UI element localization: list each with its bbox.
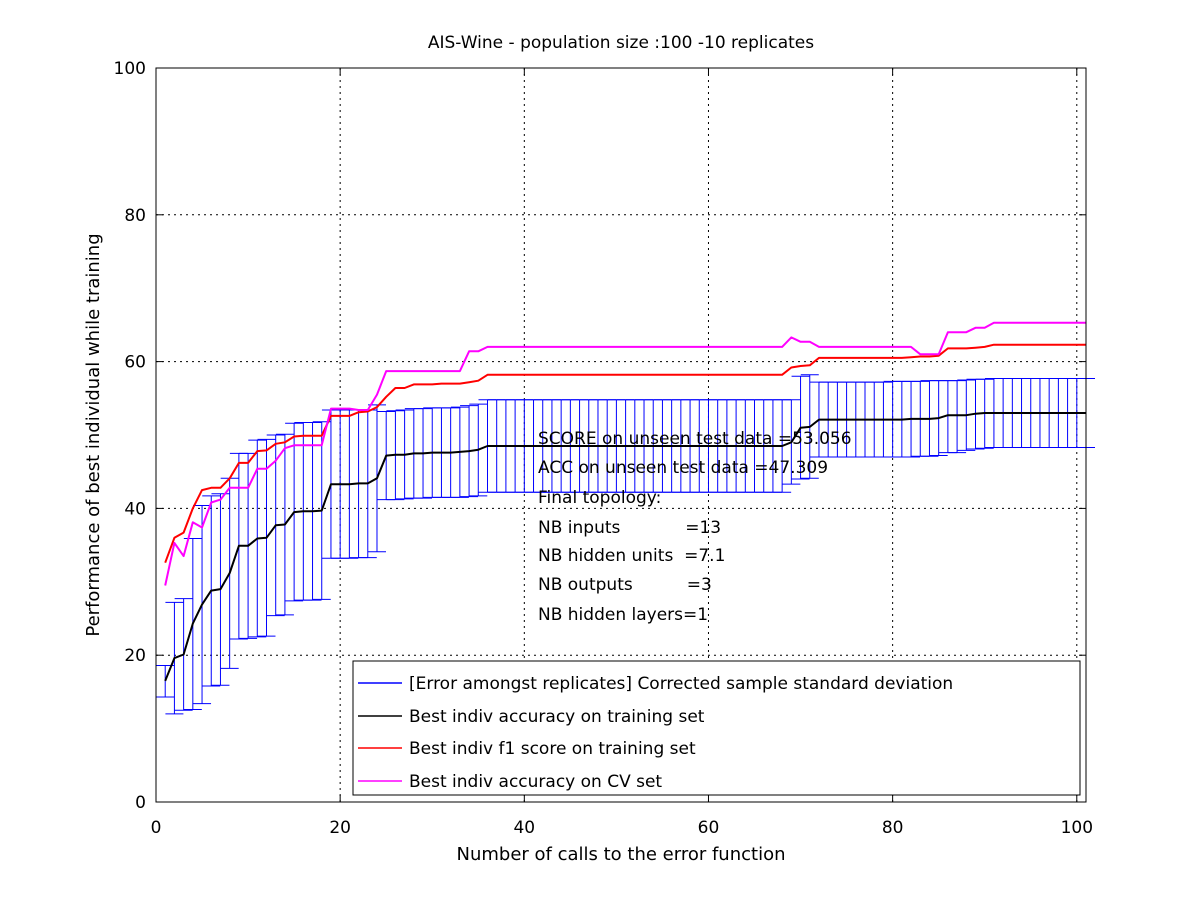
x-tick-label: 60 [698, 818, 720, 838]
x-tick-label: 40 [513, 818, 535, 838]
legend-entry: [Error amongst replicates] Corrected sam… [409, 674, 953, 694]
x-tick-label: 20 [329, 818, 351, 838]
annotation-block: SCORE on unseen test data =53.056 ACC on … [538, 429, 852, 625]
legend-entry: Best indiv accuracy on CV set [409, 772, 662, 792]
annotation-line: NB outputs =3 [538, 575, 712, 595]
legend: [Error amongst replicates] Corrected sam… [352, 660, 1081, 796]
series-line-1 [164, 412, 1086, 682]
x-tick-label: 80 [882, 818, 904, 838]
y-tick-label: 80 [124, 206, 146, 226]
annotation-line: NB hidden units =7.1 [538, 546, 725, 566]
annotation-line: SCORE on unseen test data =53.056 [538, 429, 852, 449]
chart-title: AIS-Wine - population size :100 -10 repl… [428, 33, 814, 53]
x-tick-label: 100 [1061, 818, 1093, 838]
error-bar [948, 380, 967, 454]
series-lines [164, 321, 1086, 682]
legend-entry: Best indiv f1 score on training set [409, 739, 696, 759]
annotation-line: Final topology: [538, 488, 661, 508]
plot-frame [155, 67, 1087, 803]
y-tick-label: 0 [135, 793, 146, 813]
y-tick-label: 40 [124, 499, 146, 519]
annotation-line: NB hidden layers=1 [538, 605, 708, 625]
y-tick-label: 100 [114, 59, 146, 79]
y-tick-label: 60 [124, 353, 146, 373]
annotation-line: NB inputs =13 [538, 518, 721, 538]
y-tick-label: 20 [124, 646, 146, 666]
y-axis-label: Performance of best individual while tra… [83, 233, 104, 636]
annotation-line: ACC on unseen test data =47.309 [538, 458, 828, 478]
x-axis-label: Number of calls to the error function [456, 844, 785, 865]
axis-ticks: 0 20 40 60 80 100 0 20 40 60 80 100 [114, 59, 1093, 838]
series-line-3 [164, 321, 1086, 586]
series-line-2 [164, 343, 1086, 564]
legend-entry: Best indiv accuracy on training set [409, 707, 705, 727]
x-tick-label: 0 [151, 818, 162, 838]
legend-box [352, 660, 1081, 796]
